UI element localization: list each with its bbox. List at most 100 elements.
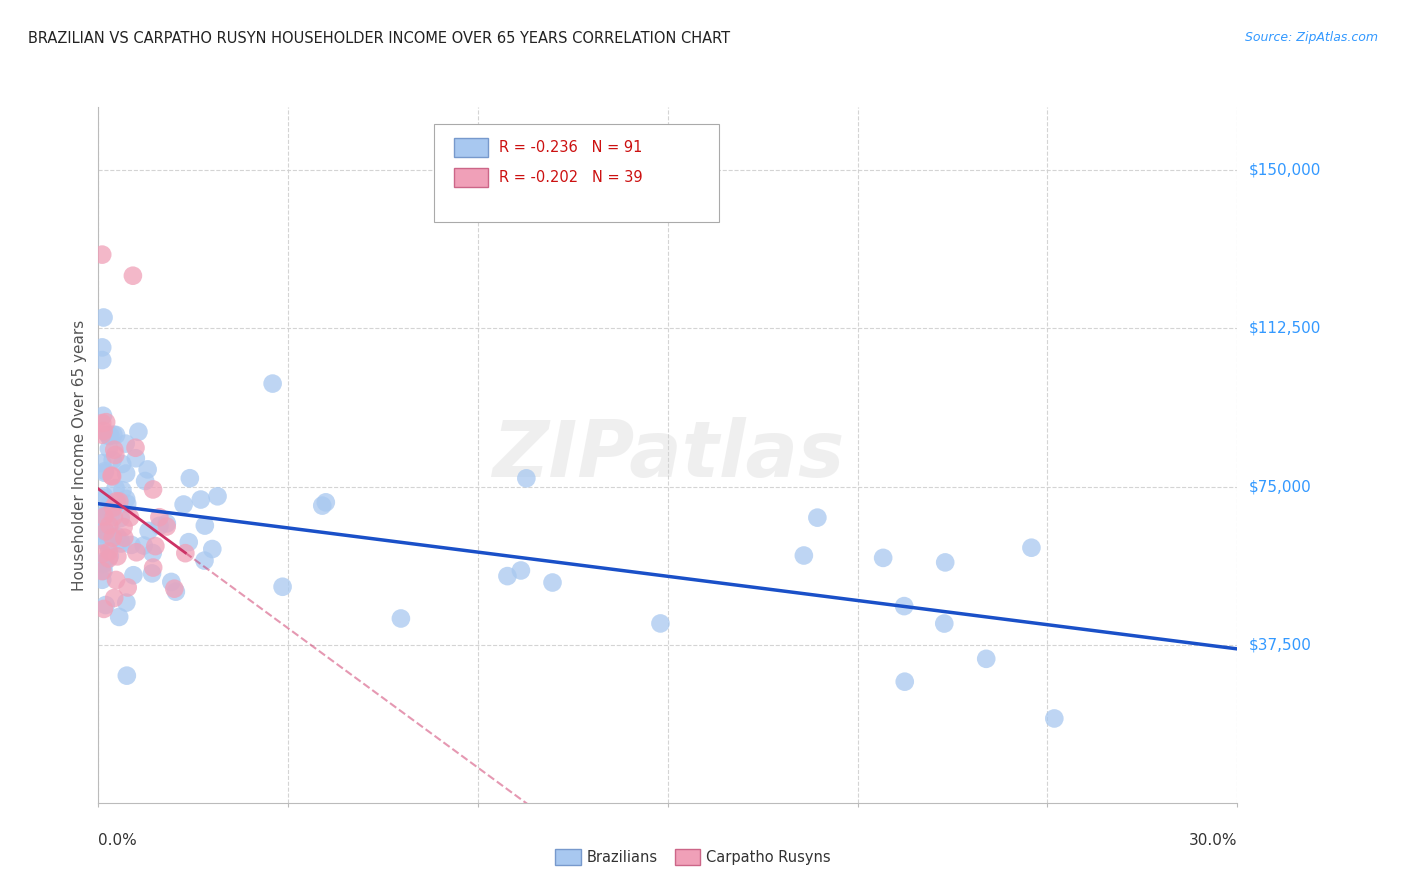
- Point: [97, 539, 120, 553]
- Point: [190, 492, 212, 507]
- Point: [91, 557, 114, 571]
- Point: [91, 547, 114, 561]
- Text: ZIPatlas: ZIPatlas: [492, 417, 844, 493]
- Point: [93, 489, 115, 503]
- Point: [174, 546, 197, 560]
- Point: [103, 427, 125, 442]
- Point: [97, 429, 120, 443]
- Point: [91, 340, 114, 354]
- Point: [872, 550, 894, 565]
- Point: [163, 582, 186, 596]
- Point: [91, 409, 114, 423]
- Point: [141, 566, 163, 581]
- Point: [793, 549, 815, 563]
- Point: [105, 573, 128, 587]
- Point: [541, 575, 564, 590]
- Point: [93, 466, 115, 480]
- Point: [93, 564, 115, 578]
- FancyBboxPatch shape: [454, 168, 488, 187]
- Point: [110, 536, 132, 550]
- Point: [115, 668, 138, 682]
- Point: [974, 652, 997, 666]
- Text: Carpatho Rusyns: Carpatho Rusyns: [706, 850, 831, 864]
- Point: [148, 518, 170, 533]
- Text: $75,000: $75,000: [1249, 479, 1312, 494]
- Text: $37,500: $37,500: [1249, 637, 1312, 652]
- Point: [101, 506, 124, 520]
- Point: [138, 524, 160, 538]
- Point: [98, 518, 121, 533]
- Point: [91, 353, 114, 368]
- Point: [160, 574, 183, 589]
- Point: [120, 538, 142, 552]
- Point: [91, 510, 114, 524]
- Point: [91, 416, 114, 430]
- Point: [145, 539, 167, 553]
- Point: [122, 268, 145, 283]
- Point: [132, 539, 155, 553]
- Point: [100, 468, 122, 483]
- Point: [103, 509, 125, 524]
- Point: [142, 546, 165, 560]
- Point: [93, 602, 115, 616]
- Point: [91, 533, 114, 547]
- Point: [115, 596, 138, 610]
- Point: [91, 564, 114, 578]
- Point: [156, 519, 179, 533]
- Point: [98, 498, 121, 512]
- Point: [101, 469, 124, 483]
- Point: [271, 580, 294, 594]
- Point: [114, 436, 136, 450]
- Point: [124, 441, 146, 455]
- Point: [934, 616, 956, 631]
- Point: [94, 464, 117, 478]
- Point: [91, 456, 114, 470]
- Text: R = -0.202   N = 39: R = -0.202 N = 39: [499, 169, 643, 185]
- Point: [893, 674, 915, 689]
- Point: [91, 247, 114, 261]
- Point: [104, 448, 127, 462]
- Point: [179, 471, 201, 485]
- Point: [650, 616, 672, 631]
- Point: [101, 531, 124, 545]
- Point: [97, 551, 120, 566]
- Point: [91, 427, 114, 442]
- Point: [94, 524, 117, 539]
- Point: [165, 584, 187, 599]
- Point: [173, 498, 195, 512]
- Point: [142, 560, 165, 574]
- Point: [177, 535, 200, 549]
- Point: [127, 425, 149, 439]
- Point: [509, 564, 531, 578]
- Point: [108, 610, 131, 624]
- Point: [91, 573, 114, 587]
- Point: [117, 581, 139, 595]
- Point: [110, 533, 132, 547]
- Point: [934, 555, 956, 569]
- Point: [515, 471, 537, 485]
- Point: [104, 481, 127, 495]
- Point: [97, 442, 120, 456]
- Text: 0.0%: 0.0%: [98, 833, 138, 848]
- Point: [207, 489, 229, 503]
- FancyBboxPatch shape: [454, 137, 488, 157]
- Point: [115, 491, 138, 506]
- Point: [496, 569, 519, 583]
- Point: [103, 500, 125, 515]
- Point: [96, 504, 118, 518]
- Point: [98, 544, 121, 558]
- Point: [389, 611, 412, 625]
- Point: [142, 483, 165, 497]
- Text: $112,500: $112,500: [1249, 321, 1320, 336]
- Text: Brazilians: Brazilians: [586, 850, 658, 864]
- Point: [105, 494, 128, 508]
- Point: [107, 549, 129, 564]
- Point: [112, 520, 135, 534]
- Point: [91, 555, 114, 569]
- Point: [148, 510, 170, 524]
- FancyBboxPatch shape: [434, 124, 718, 222]
- Point: [91, 526, 114, 541]
- Point: [111, 457, 134, 471]
- Point: [93, 310, 115, 325]
- Text: 30.0%: 30.0%: [1189, 833, 1237, 848]
